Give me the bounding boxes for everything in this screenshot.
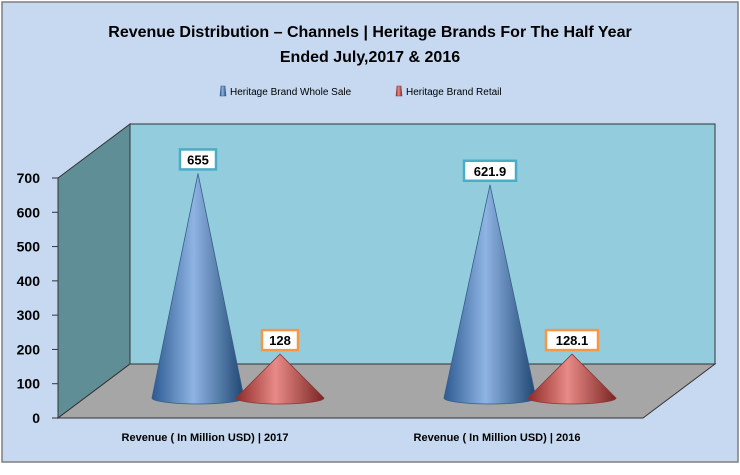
data-label-box-retail-2016 [544, 328, 600, 352]
chart-title-line-2: Ended July,2017 & 2016 [280, 49, 460, 66]
y-tick-label: 300 [17, 307, 41, 323]
data-label-retail-2016: 128.1 [556, 333, 589, 348]
cone-retail-2017 [235, 353, 325, 405]
y-tick-label: 200 [17, 341, 41, 357]
data-label-box-wholesale-2017 [178, 148, 218, 171]
legend: Heritage Brand Whole Sale Heritage Brand… [219, 85, 502, 98]
x-category-label-2016: Revenue ( In Million USD) | 2016 [414, 432, 581, 444]
cones [151, 173, 617, 405]
x-category-label-2017: Revenue ( In Million USD) | 2017 [122, 432, 289, 444]
data-labels: 655 128 621.9 128.1 [178, 148, 600, 352]
y-tick-label: 500 [17, 239, 41, 255]
data-label-box-wholesale-2016 [462, 159, 518, 183]
legend-swatch-wholesale [219, 85, 227, 97]
data-label-wholesale-2016: 621.9 [474, 164, 507, 179]
y-tick-label: 600 [17, 204, 41, 220]
legend-swatch-retail [395, 85, 403, 97]
cone-retail-2016 [527, 353, 617, 405]
data-label-retail-2017: 128 [269, 333, 291, 348]
legend-label-wholesale: Heritage Brand Whole Sale [230, 87, 352, 98]
legend-label-retail: Heritage Brand Retail [406, 87, 502, 98]
y-tick-label: 400 [17, 273, 41, 289]
legend-item-wholesale: Heritage Brand Whole Sale [219, 85, 352, 98]
chart-title-line-1: Revenue Distribution – Channels | Herita… [108, 24, 631, 41]
y-tick-label: 700 [17, 170, 41, 186]
y-axis: 0 100 200 300 400 500 600 700 [17, 170, 58, 426]
data-label-box-retail-2017 [260, 328, 300, 352]
y-tick-label: 0 [32, 410, 40, 426]
legend-item-retail: Heritage Brand Retail [395, 85, 502, 98]
y-tick-label: 100 [17, 376, 41, 392]
data-label-wholesale-2017: 655 [187, 152, 209, 167]
